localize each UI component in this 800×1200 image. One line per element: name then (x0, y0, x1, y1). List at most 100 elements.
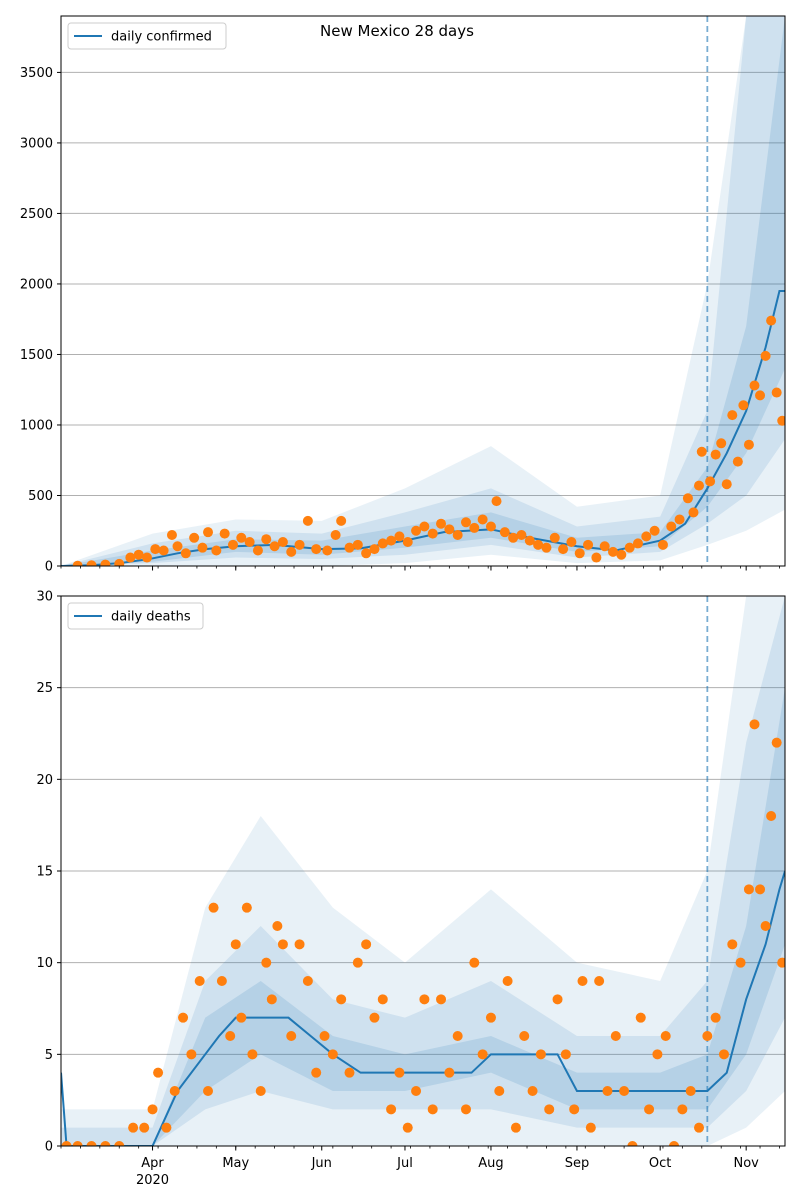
legend-label: daily confirmed (111, 30, 212, 45)
observed-point (710, 1012, 721, 1023)
observed-point (469, 522, 480, 533)
x-tick-label: Jun (311, 1156, 332, 1171)
observed-point (419, 994, 430, 1005)
observed-point (591, 552, 602, 563)
y-tick-label: 1500 (20, 348, 53, 363)
observed-point (180, 548, 191, 559)
observed-point (125, 552, 136, 563)
observed-point (252, 545, 263, 556)
observed-point (319, 1031, 330, 1041)
observed-point (485, 1012, 496, 1023)
uncertainty-band (61, 687, 785, 1146)
observed-point (444, 524, 455, 535)
observed-point (100, 1141, 111, 1146)
observed-point (585, 1122, 596, 1133)
observed-point (197, 542, 208, 553)
observed-point (208, 902, 219, 913)
observed-point (771, 387, 782, 398)
observed-point (411, 1086, 422, 1096)
observed-point (227, 539, 238, 550)
observed-point (352, 957, 363, 968)
observed-point (705, 476, 716, 487)
observed-point (147, 1104, 158, 1115)
observed-point (236, 1012, 247, 1023)
observed-point (685, 1086, 696, 1096)
y-tick-label: 0 (45, 1140, 53, 1155)
observed-point (641, 531, 652, 542)
observed-point (477, 514, 488, 525)
observed-point (178, 1012, 189, 1023)
x-tick-label: Apr (141, 1156, 164, 1171)
observed-point (322, 545, 333, 556)
x-tick-label: Jul (396, 1156, 413, 1171)
observed-point (777, 957, 785, 968)
observed-point (361, 939, 372, 950)
observed-point (577, 976, 588, 986)
observed-point (599, 541, 610, 552)
observed-point (460, 1104, 471, 1115)
observed-point (352, 539, 363, 550)
observed-point (236, 532, 247, 543)
observed-point (519, 1031, 530, 1041)
observed-point (624, 542, 635, 553)
x-tick-label: Sep (565, 1156, 590, 1171)
fit-line (61, 870, 785, 1146)
y-tick-label: 20 (36, 773, 53, 788)
observed-point (688, 507, 699, 518)
observed-point (508, 532, 519, 543)
y-tick-label: 25 (36, 681, 53, 696)
legend: daily deaths (67, 602, 204, 630)
legend-label: daily deaths (111, 610, 191, 625)
observed-point (394, 531, 405, 542)
observed-point (133, 549, 144, 560)
observed-point (718, 1049, 729, 1060)
observed-point (710, 449, 721, 460)
observed-point (286, 546, 297, 557)
deaths-panel: 0 5 10 15 20 25 30 Apr May Jun Jul Aug Sep Oct Nov 2020… (36, 590, 786, 1188)
observed-point (186, 1049, 197, 1060)
observed-point (627, 1141, 638, 1146)
observed-point (436, 994, 447, 1005)
observed-point (544, 1104, 555, 1115)
observed-point (735, 957, 746, 968)
observed-point (477, 1049, 488, 1060)
observed-point (755, 884, 766, 895)
observed-point (402, 1122, 413, 1133)
observed-point (541, 542, 552, 553)
observed-point (114, 558, 125, 566)
observed-point (510, 1122, 521, 1133)
observed-point (777, 415, 785, 426)
x-tick-label: Nov (733, 1156, 759, 1171)
observed-point (696, 446, 707, 457)
observed-point (602, 1086, 613, 1096)
y-tick-label: 15 (36, 865, 53, 880)
uncertainty-band (61, 596, 785, 1146)
observed-point (652, 1049, 663, 1060)
observed-point (419, 521, 430, 532)
observed-point (743, 439, 754, 450)
observed-point (336, 994, 347, 1005)
observed-point (230, 939, 241, 950)
observed-point (277, 537, 288, 548)
observed-point (743, 884, 754, 895)
observed-point (560, 1049, 571, 1060)
observed-point (153, 1067, 164, 1078)
observed-point (294, 539, 305, 550)
observed-point (100, 559, 111, 566)
observed-point (566, 537, 577, 548)
uncertainty-band (61, 16, 785, 566)
x-tick-label: May (222, 1156, 249, 1171)
x-year-label: 2020 (136, 1173, 169, 1188)
observed-point (657, 539, 668, 550)
observed-point (327, 1049, 338, 1060)
observed-point (583, 539, 594, 550)
observed-point (72, 560, 83, 566)
observed-point (502, 976, 513, 986)
observed-point (452, 529, 463, 540)
observed-point (427, 528, 438, 539)
observed-point (330, 529, 341, 540)
observed-point (755, 390, 766, 401)
observed-point (727, 939, 738, 950)
observed-point (632, 538, 643, 549)
observed-point (469, 957, 480, 968)
